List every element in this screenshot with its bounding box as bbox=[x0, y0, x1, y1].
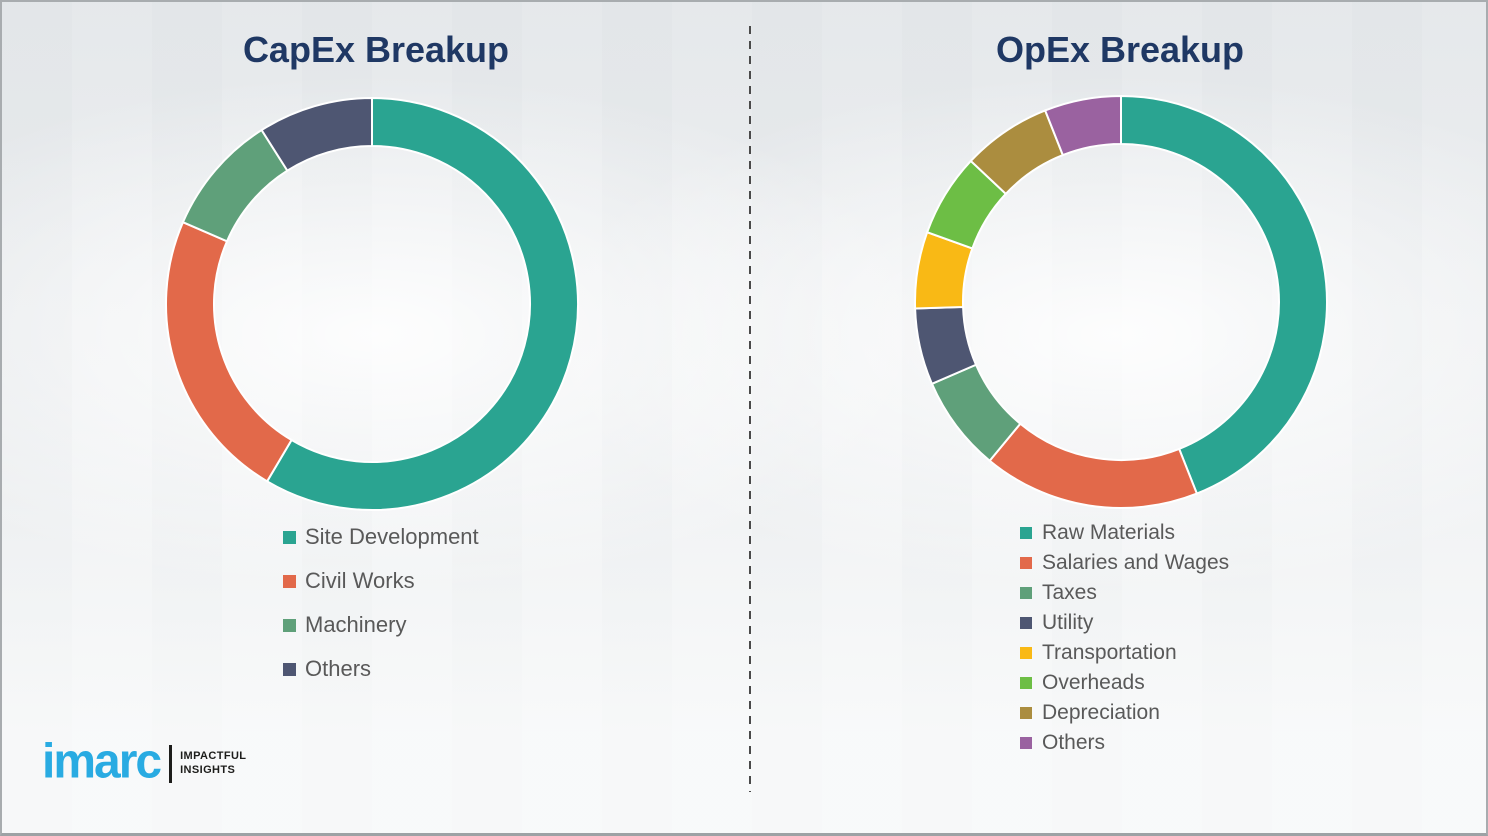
legend-item-raw-materials: Raw Materials bbox=[1020, 518, 1229, 548]
legend-item-machinery: Machinery bbox=[283, 603, 479, 647]
legend-label: Site Development bbox=[305, 524, 479, 549]
legend-label: Transportation bbox=[1042, 641, 1177, 664]
imarc-logo-wordmark: imarc bbox=[42, 734, 162, 789]
donut-segment-others bbox=[1043, 94, 1122, 157]
legend-item-civil-works: Civil Works bbox=[283, 559, 479, 603]
opex-chart-title: OpEx Breakup bbox=[995, 29, 1245, 70]
legend-label: Others bbox=[1042, 731, 1106, 754]
legend-swatch-icon bbox=[283, 618, 296, 632]
legend-label: Overheads bbox=[1042, 671, 1145, 694]
opex-legend: Raw Materials Salaries and Wages Taxes Util… bbox=[1020, 518, 1229, 758]
legend-swatch-icon bbox=[1020, 617, 1032, 629]
legend-swatch-icon bbox=[1020, 677, 1032, 689]
legend-label: Utility bbox=[1042, 611, 1094, 634]
legend-label: Salaries and Wages bbox=[1042, 551, 1230, 574]
donut-segment-raw-materials bbox=[1120, 94, 1328, 495]
legend-item-taxes: Taxes bbox=[1020, 578, 1229, 608]
legend-swatch-icon bbox=[1020, 587, 1032, 599]
legend-swatch-icon bbox=[1020, 527, 1032, 539]
imarc-logo-tagline: IMPACTFUL INSIGHTS bbox=[180, 750, 246, 778]
donut-segment-site-development bbox=[265, 96, 579, 511]
legend-swatch-icon bbox=[283, 662, 296, 676]
opex-donut-chart bbox=[914, 94, 1328, 509]
legend-item-salaries-and-wages: Salaries and Wages bbox=[1020, 548, 1229, 578]
dashed-divider-line bbox=[749, 26, 751, 792]
legend-item-transportation: Transportation bbox=[1020, 638, 1229, 668]
legend-label: Raw Materials bbox=[1042, 521, 1176, 544]
legend-label: Others bbox=[305, 656, 372, 681]
legend-swatch-icon bbox=[1020, 647, 1032, 659]
legend-item-utility: Utility bbox=[1020, 608, 1229, 638]
capex-donut-chart bbox=[165, 96, 579, 511]
legend-label: Taxes bbox=[1042, 581, 1097, 604]
legend-swatch-icon bbox=[283, 530, 296, 544]
legend-item-others: Others bbox=[283, 647, 479, 691]
legend-label: Depreciation bbox=[1042, 701, 1160, 724]
imarc-logo-divider-bar bbox=[169, 745, 173, 783]
legend-item-depreciation: Depreciation bbox=[1020, 698, 1229, 728]
donut-segment-others bbox=[260, 96, 373, 172]
legend-label: Machinery bbox=[305, 612, 407, 637]
legend-item-site-development: Site Development bbox=[283, 515, 479, 559]
legend-swatch-icon bbox=[1020, 707, 1032, 719]
imarc-tagline-line1: IMPACTFUL bbox=[180, 750, 247, 763]
capex-legend: Site Development Civil Works Machinery Othe… bbox=[283, 515, 479, 691]
donut-segment-salaries-and-wages bbox=[988, 422, 1199, 509]
donut-segment-civil-works bbox=[165, 220, 293, 483]
imarc-tagline-line2: INSIGHTS bbox=[180, 764, 236, 776]
legend-label: Civil Works bbox=[305, 568, 415, 593]
legend-swatch-icon bbox=[1020, 737, 1032, 749]
legend-item-others: Others bbox=[1020, 728, 1229, 758]
legend-swatch-icon bbox=[283, 574, 296, 588]
capex-chart-title: CapEx Breakup bbox=[242, 29, 510, 70]
legend-item-overheads: Overheads bbox=[1020, 668, 1229, 698]
legend-swatch-icon bbox=[1020, 557, 1032, 569]
imarc-logo: imarc IMPACTFUL INSIGHTS bbox=[42, 734, 246, 789]
